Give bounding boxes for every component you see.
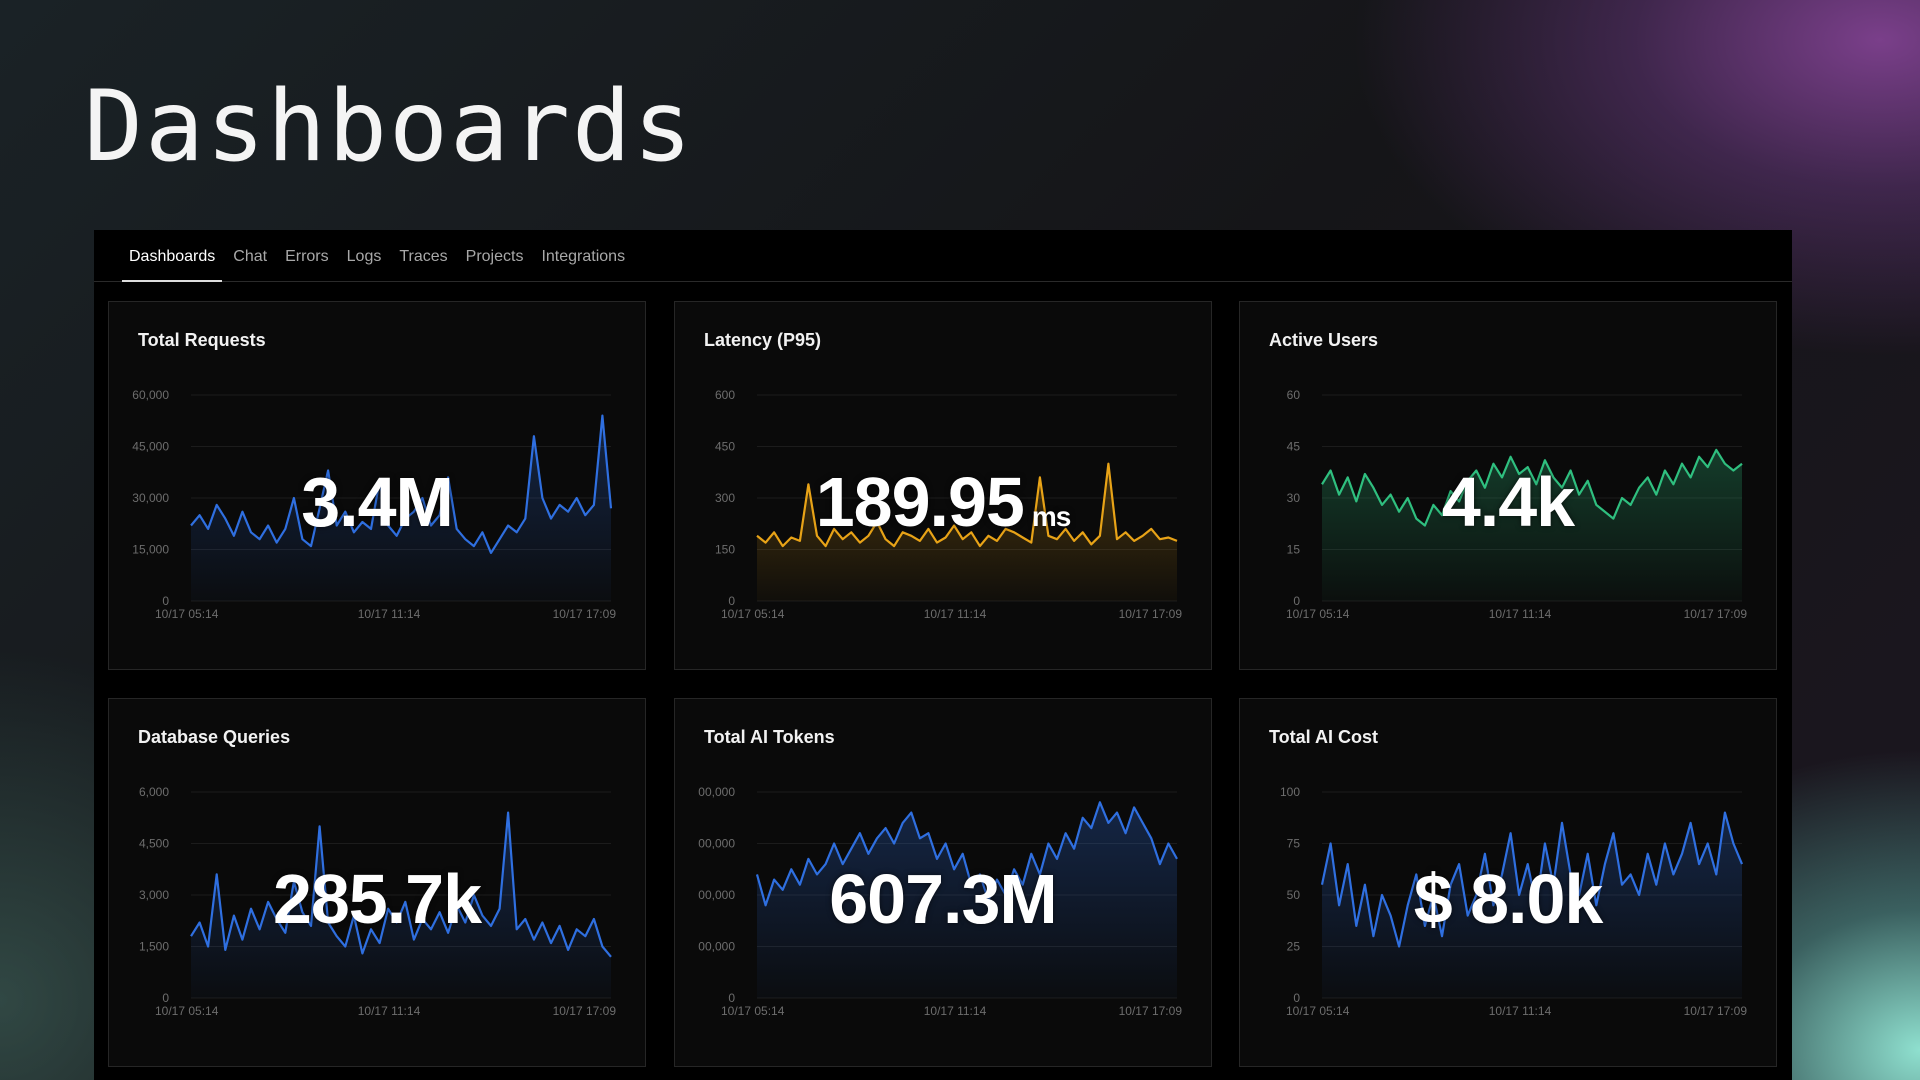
y-tick-label: 100 [1280, 785, 1300, 799]
x-tick-label: 10/17 05:14 [721, 1004, 785, 1018]
x-tick-label: 10/17 05:14 [155, 1004, 219, 1018]
series-line [190, 811, 612, 958]
y-tick-label: 0 [1293, 594, 1300, 608]
nav-tabs: Dashboards Chat Errors Logs Traces Proje… [94, 230, 1792, 282]
y-tick-label: 0 [162, 594, 169, 608]
total-requests-card[interactable]: Total Requests 0 15,000 30,000 45,000 60,000 1… [108, 301, 646, 670]
y-tick-label: 4,500 [139, 837, 169, 851]
tab-errors[interactable]: Errors [285, 248, 329, 265]
y-tick-label: 0 [1293, 991, 1300, 1005]
tab-dashboards[interactable]: Dashboards [120, 230, 224, 282]
chart: 0 00,000 00,000 00,000 00,000 10/17 05:14 10/1… [698, 785, 1183, 1018]
y-tick-label: 0 [162, 991, 169, 1005]
x-tick-label: 10/17 17:09 [1684, 607, 1748, 621]
y-tick-label: 00,000 [698, 785, 735, 799]
series-area [1322, 449, 1742, 601]
card-title: Latency (P95) [704, 330, 822, 350]
y-tick-label: 00,000 [698, 837, 735, 851]
database-queries-card[interactable]: Database Queries 0 1,500 3,000 4,500 6,000 10/… [108, 698, 646, 1067]
tab-chat[interactable]: Chat [233, 248, 268, 265]
y-tick-label: 15,000 [132, 543, 169, 557]
chart: 0 15 30 45 60 10/17 05:14 10/17 11:14 10/17 17:… [1286, 388, 1748, 621]
y-tick-label: 00,000 [698, 940, 735, 954]
y-tick-label: 15 [1287, 543, 1301, 557]
y-tick-label: 0 [728, 594, 735, 608]
total-ai-tokens-card[interactable]: Total AI Tokens 0 00,000 00,000 00,000 00,000… [674, 698, 1212, 1067]
x-tick-label: 10/17 17:09 [1684, 1004, 1748, 1018]
series-line [755, 801, 1178, 907]
x-tick-label: 10/17 17:09 [1119, 607, 1183, 621]
x-tick-label: 10/17 05:14 [155, 607, 219, 621]
series-area [1322, 812, 1742, 998]
y-tick-label: 150 [715, 543, 735, 557]
x-tick-label: 10/17 05:14 [1286, 1004, 1350, 1018]
tab-integrations[interactable]: Integrations [541, 248, 626, 265]
y-tick-label: 600 [715, 388, 735, 402]
x-tick-label: 10/17 17:09 [1119, 1004, 1183, 1018]
y-tick-label: 3,000 [139, 888, 169, 902]
tab-logs[interactable]: Logs [346, 248, 382, 265]
page-title: Dashboards [84, 70, 695, 184]
card-title: Total Requests [138, 330, 266, 350]
chart: 0 1,500 3,000 4,500 6,000 10/17 05:14 10/17 11… [139, 785, 617, 1018]
series-area [191, 812, 611, 998]
y-tick-label: 45 [1287, 440, 1301, 454]
chart: 0 15,000 30,000 45,000 60,000 10/17 05:14 10/1… [132, 388, 617, 621]
series-line [1320, 811, 1744, 948]
y-tick-label: 0 [728, 991, 735, 1005]
card-title: Active Users [1269, 330, 1379, 350]
y-tick-label: 1,500 [139, 940, 169, 954]
x-tick-label: 10/17 05:14 [721, 607, 785, 621]
x-tick-label: 10/17 11:14 [358, 607, 421, 621]
series-line [756, 462, 1178, 548]
tab-traces[interactable]: Traces [399, 248, 448, 265]
y-tick-label: 30,000 [132, 491, 169, 505]
y-tick-label: 25 [1287, 940, 1301, 954]
x-tick-label: 10/17 17:09 [553, 607, 617, 621]
x-tick-label: 10/17 11:14 [924, 607, 987, 621]
y-tick-label: 60 [1287, 388, 1301, 402]
latency-p95-card[interactable]: Latency (P95) 0 150 300 450 600 10/17 05:14 10/… [674, 301, 1212, 670]
card-title: Total AI Cost [1269, 727, 1378, 747]
chart: 0 25 50 75 100 10/17 05:14 10/17 11:14 10/17 17… [1280, 785, 1748, 1018]
x-tick-label: 10/17 11:14 [1489, 607, 1552, 621]
series-area [757, 802, 1177, 998]
x-tick-label: 10/17 11:14 [1489, 1004, 1552, 1018]
y-tick-label: 450 [715, 440, 735, 454]
x-tick-label: 10/17 11:14 [358, 1004, 421, 1018]
series-area [191, 415, 611, 601]
card-title: Total AI Tokens [704, 727, 835, 747]
series-area [757, 463, 1177, 601]
y-tick-label: 6,000 [139, 785, 169, 799]
x-tick-label: 10/17 11:14 [924, 1004, 987, 1018]
total-ai-cost-card[interactable]: Total AI Cost 0 25 50 75 100 10/17 05:14 10/17 … [1239, 698, 1777, 1067]
y-tick-label: 60,000 [132, 388, 169, 402]
y-tick-label: 50 [1287, 888, 1301, 902]
chart: 0 150 300 450 600 10/17 05:14 10/17 11:14 10/17… [715, 388, 1183, 621]
x-tick-label: 10/17 17:09 [553, 1004, 617, 1018]
active-users-card[interactable]: Active Users 0 15 30 45 60 10/17 05:14 10/17 11… [1239, 301, 1777, 670]
series-line [1321, 448, 1743, 527]
card-title: Database Queries [138, 727, 291, 747]
y-tick-label: 30 [1287, 491, 1301, 505]
y-tick-label: 45,000 [132, 440, 169, 454]
y-tick-label: 75 [1287, 837, 1301, 851]
x-tick-label: 10/17 05:14 [1286, 607, 1350, 621]
y-tick-label: 00,000 [698, 888, 735, 902]
y-tick-label: 300 [715, 491, 735, 505]
tab-projects[interactable]: Projects [465, 248, 524, 265]
series-line [190, 414, 613, 554]
